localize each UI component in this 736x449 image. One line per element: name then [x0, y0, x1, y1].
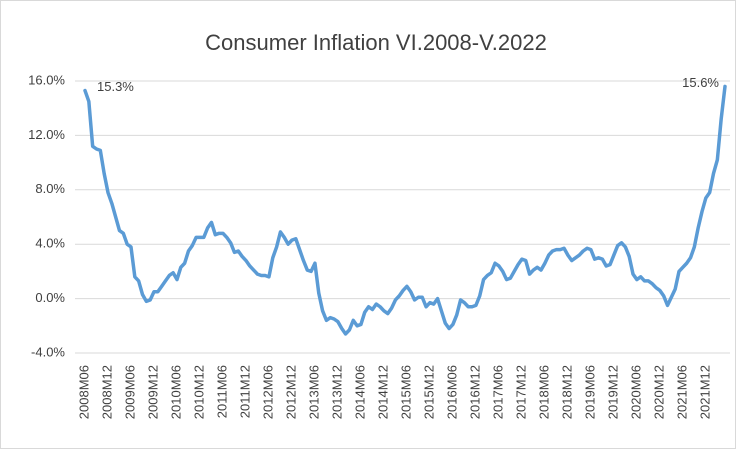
x-tick-label: 2014M06: [352, 365, 367, 419]
x-tick-label: 2010M06: [168, 365, 183, 419]
x-tick-label: 2019M12: [605, 365, 620, 419]
y-tick-label: 12.0%: [28, 127, 65, 142]
x-tick-label: 2016M06: [444, 365, 459, 419]
x-tick-label: 2018M12: [559, 365, 574, 419]
line: [83, 84, 727, 336]
y-tick-label: 4.0%: [35, 236, 65, 251]
x-tick-label: 2020M06: [628, 365, 643, 419]
x-tick-label: 2010M12: [191, 365, 206, 419]
x-tick-label: 2021M06: [674, 365, 689, 419]
x-tick-label: 2015M06: [398, 365, 413, 419]
y-tick-label: 8.0%: [35, 181, 65, 196]
x-tick-label: 2012M06: [260, 365, 275, 419]
chart-title: Consumer Inflation VI.2008-V.2022: [205, 30, 547, 55]
x-tick-label: 2013M06: [306, 365, 321, 419]
x-tick-label: 2012M12: [283, 365, 298, 419]
y-tick-label: -4.0%: [31, 344, 65, 359]
x-tick-label: 2008M12: [99, 365, 114, 419]
y-tick-label: 0.0%: [35, 290, 65, 305]
x-tick-label: 2015M12: [421, 365, 436, 419]
x-tick-label: 2018M06: [536, 365, 551, 419]
x-tick-label: 2008M06: [76, 365, 91, 419]
data-label: 15.3%: [97, 79, 134, 94]
x-tick-label: 2017M06: [490, 365, 505, 419]
x-tick-label: 2019M06: [582, 365, 597, 419]
data-label: 15.6%: [682, 75, 719, 90]
x-tick-label: 2021M12: [697, 365, 712, 419]
x-tick-label: 2016M12: [467, 365, 482, 419]
x-tick-label: 2009M06: [122, 365, 137, 419]
x-tick-label: 2017M12: [513, 365, 528, 419]
x-tick-label: 2009M12: [145, 365, 160, 419]
y-tick-label: 16.0%: [28, 72, 65, 87]
x-tick-label: 2013M12: [329, 365, 344, 419]
x-tick-label: 2011M12: [237, 365, 252, 418]
x-tick-label: 2014M12: [375, 365, 390, 419]
x-tick-label: 2020M12: [651, 365, 666, 419]
x-tick-label: 2011M06: [214, 365, 229, 418]
